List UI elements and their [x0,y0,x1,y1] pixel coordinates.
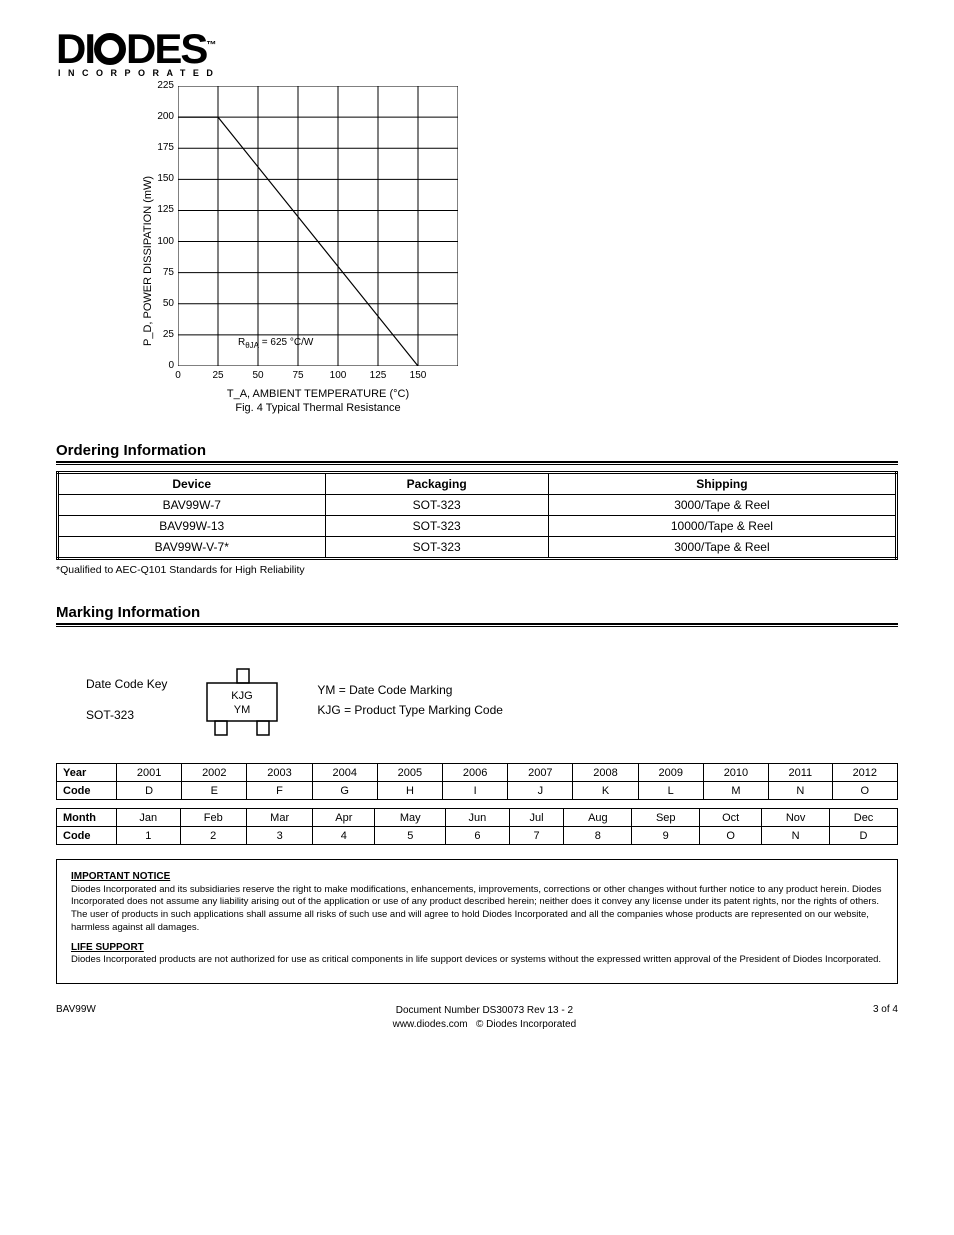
marking-kjg: KJG = Product Type Marking Code [317,700,503,720]
marking-section-title: Marking Information [56,604,898,625]
y-tick: 50 [136,298,174,309]
y-tick: 175 [136,142,174,153]
legal-title: IMPORTANT NOTICE [71,870,883,884]
y-tick: 25 [136,329,174,340]
table-row: Code123456789OND [57,827,898,845]
datecode-tables: Year200120022003200420052006200720082009… [56,763,898,845]
footer-part: BAV99W [56,1004,96,1032]
x-axis-label: T_A, AMBIENT TEMPERATURE (°C) [178,388,458,400]
x-tick: 25 [203,370,233,381]
legal-life-title: LIFE SUPPORT [71,941,883,955]
ordering-header: Packaging [325,473,548,495]
x-tick: 75 [283,370,313,381]
y-tick: 125 [136,204,174,215]
ordering-note: *Qualified to AEC-Q101 Standards for Hig… [56,564,898,576]
legal-notice: IMPORTANT NOTICE Diodes Incorporated and… [56,859,898,984]
footer-doc: Document Number DS30073 Rev 13 - 2 [96,1004,873,1018]
company-logo: DI DES™ INCORPORATED [56,28,276,78]
logo-text-right: DES [126,25,206,72]
logo-ring-icon [94,33,126,65]
ordering-table: DevicePackagingShipping BAV99W-7SOT-3233… [56,471,898,560]
legal-p1: Diodes Incorporated and its subsidiaries… [71,884,883,935]
table-row: MonthJanFebMarAprMayJunJulAugSepOctNovDe… [57,809,898,827]
legal-p2: Diodes Incorporated products are not aut… [71,954,883,967]
marking-label-pkg: SOT-323 [86,704,167,727]
table-row: BAV99W-7SOT-3233000/Tape & Reel [58,495,897,516]
ordering-header: Shipping [548,473,896,495]
logo-tm: ™ [206,40,214,51]
table-row: BAV99W-V-7*SOT-3233000/Tape & Reel [58,537,897,559]
derating-chart: RθJA = 625 °C/W P_D, POWER DISSIPATION (… [136,86,496,414]
y-axis-label: P_D, POWER DISSIPATION (mW) [142,176,154,346]
y-tick: 150 [136,173,174,184]
x-tick: 100 [323,370,353,381]
chart-svg [178,86,458,366]
table-row: CodeDEFGHIJKLMNO [57,782,898,800]
x-tick: 125 [363,370,393,381]
package-outline-icon: KJG YM [197,655,287,745]
y-tick: 225 [136,80,174,91]
x-tick: 50 [243,370,273,381]
y-tick: 75 [136,267,174,278]
table-row: Year200120022003200420052006200720082009… [57,764,898,782]
ordering-section-title: Ordering Information [56,442,898,463]
marking-block: Date Code Key SOT-323 KJG YM YM = Date C… [86,655,898,745]
ordering-header: Device [58,473,326,495]
svg-text:KJG: KJG [232,690,253,702]
x-tick: 0 [163,370,193,381]
datasheet-page: DI DES™ INCORPORATED RθJA = 625 °C/W P_D,… [0,0,954,1072]
table-row: BAV99W-13SOT-32310000/Tape & Reel [58,516,897,537]
y-tick: 200 [136,111,174,122]
chart-annotation: RθJA = 625 °C/W [238,337,313,350]
marking-label-date: Date Code Key [86,673,167,696]
footer-pagenum: 3 of 4 [873,1004,898,1032]
footer-link[interactable]: www.diodes.com [393,1019,468,1030]
svg-text:YM: YM [234,704,251,716]
logo-text-left: DI [56,25,94,72]
x-tick: 150 [403,370,433,381]
y-tick: 100 [136,236,174,247]
logo-subtext: INCORPORATED [56,68,276,78]
footer-copyright: © Diodes Incorporated [476,1019,576,1030]
page-footer: BAV99W Document Number DS30073 Rev 13 - … [56,1004,898,1032]
marking-ym: YM = Date Code Marking [317,680,503,700]
chart-caption: Fig. 4 Typical Thermal Resistance [178,402,458,414]
